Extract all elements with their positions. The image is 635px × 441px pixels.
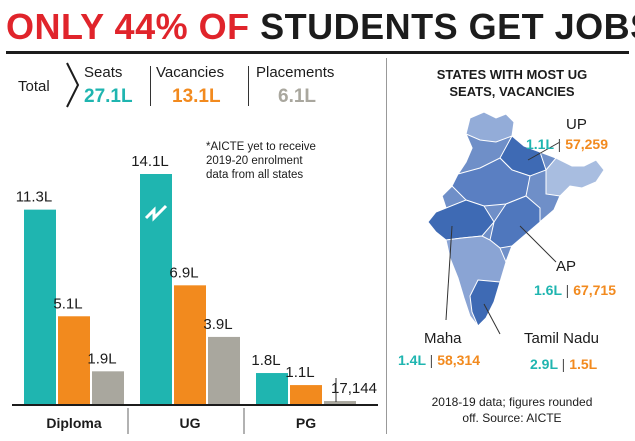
state-values-tamil-nadu: 2.9L | 1.5L	[530, 356, 597, 372]
bar-ug-placements	[208, 336, 240, 404]
bar-chart: 11.3L 5.1L 1.9L Diploma 14.1L 6.9L 3.9L UG 1.8L 1…	[12, 153, 378, 434]
data-label-diploma-seats: 11.3L	[16, 189, 52, 206]
axis-break-mark	[144, 204, 168, 222]
legend-vacancies-label: Vacancies	[156, 64, 225, 81]
map-region-east	[545, 157, 605, 197]
legend-vacancies-value: 13.1L	[172, 86, 221, 107]
data-label-diploma-placements: 1.9L	[87, 350, 116, 367]
state-seats-up: 1.1L	[526, 136, 554, 152]
state-values-up: 1.1L | 57,259	[526, 136, 608, 152]
map-region-north	[465, 111, 515, 143]
headline-rest: STUDENTS GET JOBS	[260, 6, 635, 47]
bar-diploma-placements	[92, 371, 124, 404]
state-vacancies-up: 57,259	[565, 136, 609, 152]
legend-divider	[150, 66, 151, 106]
legend-divider	[248, 66, 249, 106]
data-label-ug-seats: 14.1L	[131, 153, 169, 170]
state-seats-ap: 1.6L	[534, 282, 562, 298]
data-label-ug-vacancies: 6.9L	[169, 264, 198, 281]
state-name-tamil-nadu: Tamil Nadu	[524, 330, 600, 347]
headline-highlight: ONLY 44% OF	[6, 6, 250, 47]
bar-diploma-vacancies	[58, 316, 90, 404]
leader-line-ap	[519, 225, 557, 263]
legend-placements-value: 6.1L	[278, 86, 317, 107]
value-separator: |	[557, 136, 566, 152]
bar-ug-vacancies	[174, 285, 206, 404]
category-label-pg: PG	[296, 415, 316, 431]
value-separator: |	[561, 356, 570, 372]
state-seats-maha: 1.4L	[398, 352, 426, 368]
panel-divider	[386, 58, 387, 434]
map-region-maha	[427, 199, 495, 241]
data-label-pg-seats: 1.8L	[251, 352, 280, 369]
bar-pg-vacancies	[290, 385, 322, 404]
totals-label: Total	[18, 78, 50, 95]
category-label-diploma: Diploma	[46, 415, 101, 431]
bar-pg-placements	[324, 401, 356, 404]
value-separator: |	[565, 282, 574, 298]
state-name-ap: AP	[556, 258, 577, 275]
state-vacancies-maha: 58,314	[437, 352, 481, 368]
source-note: 2018-19 data; figures rounded off. Sourc…	[431, 395, 593, 425]
legend-seats-label: Seats	[84, 64, 123, 81]
map-title: STATES WITH MOST UG SEATS, VACANCIES	[436, 67, 588, 99]
data-label-diploma-vacancies: 5.1L	[53, 295, 82, 312]
bar-ug-seats	[140, 174, 172, 404]
legend-seats-value: 27.1L	[84, 86, 133, 107]
state-vacancies-tamil-nadu: 1.5L	[569, 356, 598, 372]
bar-diploma-seats	[24, 209, 56, 404]
legend-placements-label: Placements	[256, 64, 335, 81]
state-seats-tamil-nadu: 2.9L	[530, 356, 558, 372]
state-name-maha: Maha	[424, 330, 462, 347]
map-region-tn	[469, 279, 501, 327]
headline-rule	[6, 51, 629, 54]
state-values-maha: 1.4L | 58,314	[398, 352, 480, 368]
leader-line-up	[527, 141, 561, 161]
state-values-ap: 1.6L | 67,715	[534, 282, 616, 298]
data-label-pg-placements: 17,144	[331, 380, 377, 397]
data-label-ug-placements: 3.9L	[203, 316, 232, 333]
headline: ONLY 44% OF STUDENTS GET JOBS	[6, 4, 635, 50]
state-vacancies-ap: 67,715	[573, 282, 617, 298]
chevron-right-icon	[66, 62, 80, 108]
totals-legend: Total Seats 27.1L Vacancies 13.1L Placem…	[12, 60, 374, 116]
category-label-ug: UG	[180, 415, 201, 431]
leader-line-tn	[483, 303, 501, 335]
bar-pg-seats	[256, 373, 288, 404]
leader-line-maha	[445, 225, 453, 321]
data-label-pg-vacancies: 1.1L	[285, 364, 314, 381]
value-separator: |	[429, 352, 438, 368]
footnote: *AICTE yet to receive 2019-20 enrolment …	[206, 141, 316, 181]
state-name-up: UP	[566, 116, 587, 133]
